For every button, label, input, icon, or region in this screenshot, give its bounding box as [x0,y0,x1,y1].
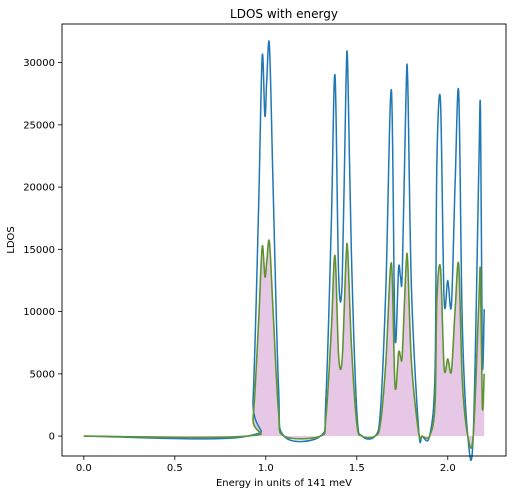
chart-title: LDOS with energy [230,7,338,21]
axes-frame [61,23,507,457]
partial-ldos-line [83,239,485,449]
x-tick-label: 0.0 [76,463,92,474]
y-tick-label: 10000 [23,307,55,318]
total-ldos-line [83,40,485,462]
y-axis: 0 5000 10000 15000 20000 25000 30000 [23,58,62,443]
plot-area [83,40,485,462]
x-axis-label: Energy in units of 141 meV [216,478,352,489]
x-axis: 0.0 0.5 1.0 1.5 2.0 [76,456,456,474]
y-tick-label: 0 [49,432,55,443]
x-tick-label: 1.0 [258,463,274,474]
x-tick-label: 1.5 [349,463,365,474]
y-tick-label: 5000 [30,369,55,380]
y-axis-label: LDOS [6,226,17,254]
y-tick-label: 25000 [23,120,55,131]
x-tick-label: 2.0 [440,463,456,474]
x-tick-label: 0.5 [167,463,183,474]
y-tick-label: 20000 [23,183,55,194]
y-tick-label: 30000 [23,58,55,69]
y-tick-label: 15000 [23,245,55,256]
